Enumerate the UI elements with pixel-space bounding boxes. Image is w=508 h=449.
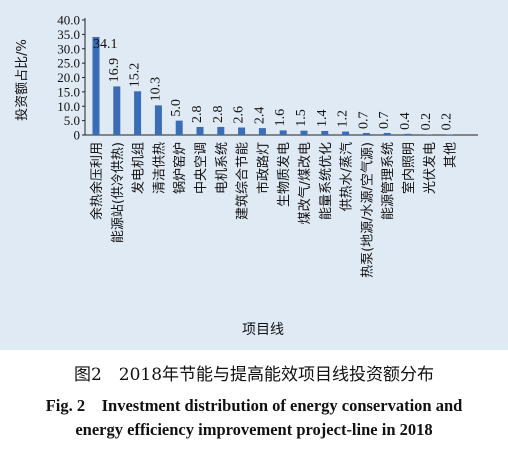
bar-6	[196, 126, 204, 135]
bar-5	[175, 120, 183, 135]
x-tick-label: 供热水/蒸汽	[340, 142, 355, 211]
y-tick-label: 5.0	[64, 113, 80, 128]
x-axis-label: 项目线	[242, 322, 284, 338]
data-label: 2.6	[232, 106, 247, 124]
x-tick-label: 余热余压利用	[89, 142, 105, 220]
y-tick-label: 0	[74, 128, 81, 143]
x-tick-label: 能源管理系统	[381, 142, 396, 220]
x-tick-label: 中央空调	[194, 142, 209, 194]
caption-chinese: 图2 2018年节能与提高能效项目线投资额分布	[73, 365, 435, 385]
bar-3	[134, 91, 142, 135]
bar-12	[321, 130, 329, 135]
data-label: 15.2	[128, 63, 143, 88]
y-tick-label: 20.0	[57, 70, 80, 85]
bar-9	[258, 128, 266, 135]
bar-4	[154, 105, 162, 135]
caption-english-line-2: energy efficiency improvement project-li…	[75, 420, 433, 439]
data-label: 5.0	[169, 99, 184, 117]
x-tick-label: 室内照明	[401, 142, 417, 194]
data-label: 0.4	[398, 112, 413, 130]
bar-16	[404, 133, 412, 135]
bar-1	[92, 36, 100, 135]
x-tick-label: 电机系统	[215, 142, 230, 194]
x-tick-label: 能源站(供冷供热)	[111, 142, 126, 243]
x-tick-label: 光伏发电	[422, 142, 438, 194]
data-label: 10.3	[148, 77, 163, 102]
data-label: 0.2	[440, 113, 455, 131]
caption-english-line-1: Fig. 2 Investment distribution of energy…	[45, 396, 463, 415]
data-label: 0.2	[419, 113, 434, 131]
y-tick-label: 15.0	[57, 84, 80, 99]
x-tick-label: 锅炉窑炉	[172, 142, 188, 194]
x-tick-label: 热泵(地源/水源/空气源)	[359, 142, 375, 278]
bar-18	[446, 134, 454, 135]
x-tick-label: 市政路灯	[255, 142, 271, 194]
bar-11	[300, 130, 308, 135]
bar-7	[217, 126, 225, 135]
bar-17	[425, 134, 433, 135]
y-tick-label: 10.0	[57, 99, 80, 114]
x-tick-label: 清洁供热	[152, 142, 167, 194]
y-tick-label: 40.0	[57, 13, 80, 28]
data-label: 2.4	[252, 107, 267, 125]
data-label: 1.4	[315, 109, 330, 127]
bar-8	[238, 127, 246, 135]
chart-panel: 0 5.0 10.0 15.0 20.0 25.0 30.0 35.0 40.0 投资额占比/% 3…	[0, 0, 508, 350]
y-axis-label: 投资额占比/%	[14, 39, 30, 121]
bar-14	[362, 132, 370, 135]
data-label: 2.8	[211, 105, 226, 123]
y-tick-label: 25.0	[57, 56, 80, 71]
x-tick-label: 能量系统优化	[319, 142, 334, 220]
data-label: 0.7	[377, 111, 392, 129]
x-tick-label: 煤改气/煤改电	[297, 142, 313, 224]
data-label: 0.7	[356, 111, 371, 129]
x-tick-label: 生物质发电	[276, 142, 292, 207]
x-tick-label: 发电机组	[131, 142, 147, 194]
x-tick-label: 建筑综合节能	[235, 142, 251, 220]
bar-15	[383, 132, 391, 135]
bar-13	[342, 131, 350, 135]
y-tick-label: 30.0	[57, 41, 80, 56]
data-label: 1.6	[273, 109, 288, 127]
data-label: 34.1	[93, 37, 118, 52]
y-tick-label: 35.0	[57, 27, 80, 42]
data-label: 2.8	[190, 105, 205, 123]
x-tick-label: 其他	[444, 142, 459, 168]
data-label: 1.5	[294, 109, 309, 127]
data-label: 1.2	[336, 110, 351, 128]
bar-10	[279, 130, 287, 135]
data-label: 16.9	[107, 58, 122, 83]
bar-2	[113, 86, 121, 135]
